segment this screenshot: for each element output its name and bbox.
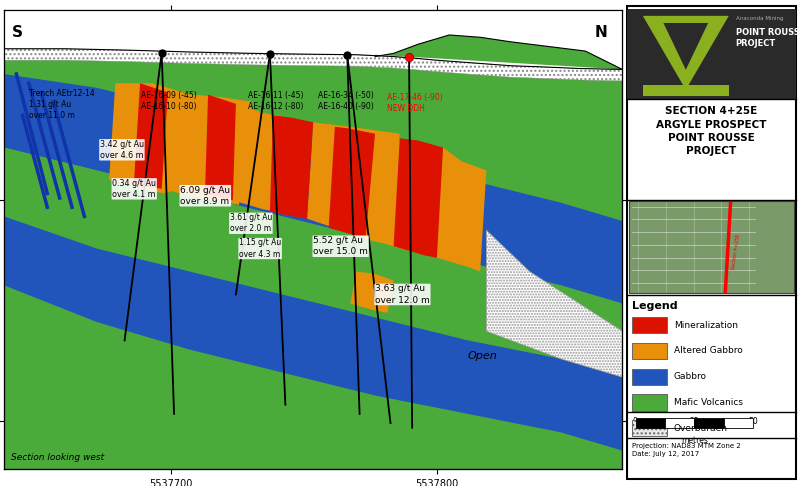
FancyBboxPatch shape xyxy=(627,9,796,99)
Polygon shape xyxy=(375,35,622,69)
Text: Gabbro: Gabbro xyxy=(674,372,706,381)
Polygon shape xyxy=(4,10,622,69)
Polygon shape xyxy=(643,16,729,90)
Text: Altered Gabbro: Altered Gabbro xyxy=(674,347,742,355)
Text: 50: 50 xyxy=(748,417,758,426)
FancyBboxPatch shape xyxy=(633,343,667,359)
Text: AE-17-46 (-90)
NEW DDH: AE-17-46 (-90) NEW DDH xyxy=(387,93,443,113)
Polygon shape xyxy=(134,83,168,189)
FancyBboxPatch shape xyxy=(643,85,729,96)
FancyBboxPatch shape xyxy=(694,418,724,428)
Polygon shape xyxy=(233,104,301,214)
Text: N: N xyxy=(594,25,607,39)
Text: 1.15 g/t Au
over 4.3 m: 1.15 g/t Au over 4.3 m xyxy=(239,239,282,259)
Text: Legend: Legend xyxy=(633,301,678,311)
FancyBboxPatch shape xyxy=(633,368,667,385)
Text: Mafic Volcanics: Mafic Volcanics xyxy=(674,398,742,407)
Text: S: S xyxy=(11,25,22,39)
Text: SECTION 4+25E
ARGYLE PROSPECT
POINT ROUSSE
PROJECT: SECTION 4+25E ARGYLE PROSPECT POINT ROUS… xyxy=(656,106,767,156)
FancyBboxPatch shape xyxy=(627,6,796,479)
Text: 30: 30 xyxy=(0,416,1,426)
Text: Mineralization: Mineralization xyxy=(674,321,738,330)
Polygon shape xyxy=(437,148,486,272)
Text: Section looking west: Section looking west xyxy=(11,453,105,462)
FancyBboxPatch shape xyxy=(724,418,753,428)
Polygon shape xyxy=(162,92,251,205)
Polygon shape xyxy=(329,127,375,237)
Polygon shape xyxy=(270,115,314,219)
Polygon shape xyxy=(4,10,622,111)
Polygon shape xyxy=(663,23,708,70)
FancyBboxPatch shape xyxy=(633,317,667,333)
FancyBboxPatch shape xyxy=(665,418,694,428)
Text: Anaconda Mining: Anaconda Mining xyxy=(736,16,783,21)
Text: 0.34 g/t Au
over 4.1 m: 0.34 g/t Au over 4.1 m xyxy=(112,179,156,199)
Polygon shape xyxy=(366,134,462,260)
Polygon shape xyxy=(307,122,400,244)
Polygon shape xyxy=(486,230,622,377)
Text: Open: Open xyxy=(468,351,498,362)
Polygon shape xyxy=(4,74,622,304)
Text: 3.61 g/t Au
over 2.0 m: 3.61 g/t Au over 2.0 m xyxy=(230,213,272,233)
Polygon shape xyxy=(109,83,183,193)
Polygon shape xyxy=(4,49,622,81)
Text: 130: 130 xyxy=(0,195,1,205)
FancyBboxPatch shape xyxy=(629,201,794,293)
Polygon shape xyxy=(4,216,622,451)
Text: 25: 25 xyxy=(690,417,699,426)
Text: AE-16-34 (-50)
AE-16-40 (-90): AE-16-34 (-50) AE-16-40 (-90) xyxy=(318,91,374,111)
Text: AE-16-11 (-45)
AE-16-12 (-80): AE-16-11 (-45) AE-16-12 (-80) xyxy=(248,91,304,111)
Text: POINT ROUSSE
PROJECT: POINT ROUSSE PROJECT xyxy=(736,28,800,48)
Text: 0: 0 xyxy=(633,417,638,426)
Text: Trench AEtr12-14
1.31 g/t Au
over 11.0 m: Trench AEtr12-14 1.31 g/t Au over 11.0 m xyxy=(29,89,94,120)
Text: Overburden: Overburden xyxy=(674,424,728,433)
Text: AE-16-09 (-45)
AE-16-10 (-80): AE-16-09 (-45) AE-16-10 (-80) xyxy=(142,91,197,111)
Text: 6.09 g/t Au
over 8.9 m: 6.09 g/t Au over 8.9 m xyxy=(180,186,230,206)
FancyBboxPatch shape xyxy=(633,420,667,436)
Polygon shape xyxy=(205,95,236,200)
Text: 3.42 g/t Au
over 4.6 m: 3.42 g/t Au over 4.6 m xyxy=(100,140,144,160)
Text: Projection: NAD83 MTM Zone 2
Date: July 12, 2017: Projection: NAD83 MTM Zone 2 Date: July … xyxy=(633,443,742,457)
Text: 5.52 g/t Au
over 15.0 m: 5.52 g/t Au over 15.0 m xyxy=(314,236,368,256)
Text: Section 4+25E: Section 4+25E xyxy=(731,234,742,270)
Polygon shape xyxy=(394,139,443,258)
FancyBboxPatch shape xyxy=(636,418,665,428)
Polygon shape xyxy=(4,148,622,377)
FancyBboxPatch shape xyxy=(633,394,667,411)
Text: metres: metres xyxy=(681,436,708,445)
Text: 3.63 g/t Au
over 12.0 m: 3.63 g/t Au over 12.0 m xyxy=(375,284,430,305)
Polygon shape xyxy=(350,272,394,313)
